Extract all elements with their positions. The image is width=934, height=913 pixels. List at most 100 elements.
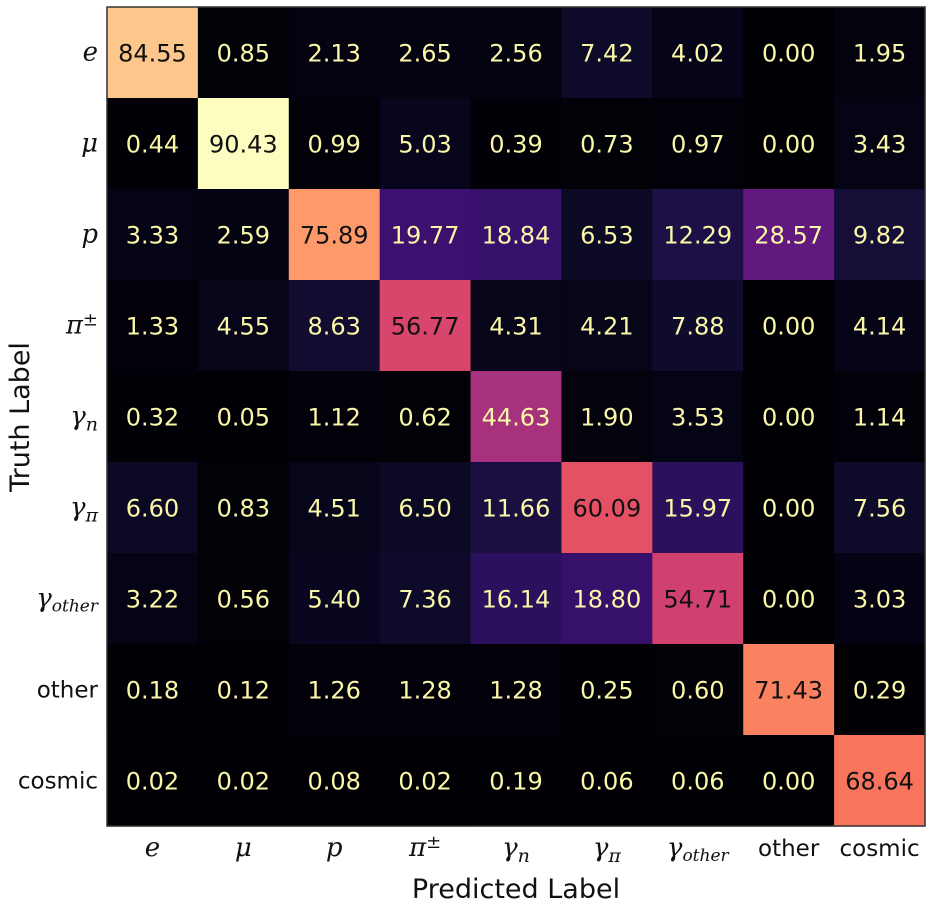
cell-value-r7-c8: 0.29 — [853, 677, 906, 705]
heatmap-cell-r4-c0 — [107, 371, 199, 463]
heatmap-cell-r5-c0 — [107, 462, 199, 554]
heatmap-cell-r0-c1 — [197, 7, 290, 99]
cell-value-r3-c1: 4.55 — [217, 313, 270, 341]
heatmap-cell-r6-c6 — [652, 553, 744, 645]
cell-value-r3-c5: 4.21 — [580, 313, 633, 341]
heatmap-cell-r1-c1 — [197, 98, 290, 190]
cell-value-r2-c6: 12.29 — [663, 222, 732, 250]
cell-value-r2-c8: 9.82 — [853, 222, 906, 250]
cell-value-r8-c4: 0.19 — [489, 768, 542, 796]
heatmap-cell-r8-c1 — [197, 735, 290, 827]
cell-value-r6-c1: 0.56 — [217, 586, 270, 614]
cell-value-r4-c5: 1.90 — [580, 404, 633, 432]
cell-value-r1-c2: 0.99 — [308, 131, 361, 159]
cell-value-r3-c2: 8.63 — [308, 313, 361, 341]
x-axis-tick-labels: e μ p π± γn γπ γother other cosmic — [145, 832, 920, 867]
heatmap-cell-r6-c1 — [197, 553, 290, 645]
heatmap-cell-r7-c0 — [107, 644, 199, 736]
cell-value-r4-c7: 0.00 — [762, 404, 815, 432]
cell-value-r3-c4: 4.31 — [489, 313, 542, 341]
cell-value-r1-c6: 0.97 — [671, 131, 724, 159]
heatmap-cell-r8-c0 — [107, 735, 199, 827]
cell-value-r2-c1: 2.59 — [217, 222, 270, 250]
heatmap-cell-r3-c8 — [834, 280, 926, 372]
cell-value-r4-c8: 1.14 — [853, 404, 906, 432]
cell-value-r5-c1: 0.83 — [217, 495, 270, 523]
y-tick-label-2: p — [81, 220, 98, 250]
heatmap-cell-r7-c2 — [288, 644, 381, 736]
heatmap-cell-r3-c5 — [561, 280, 653, 372]
cell-value-r8-c8: 68.64 — [845, 768, 914, 796]
heatmap-cell-r5-c5 — [561, 462, 653, 554]
heatmap-cell-r8-c4 — [470, 735, 563, 827]
heatmap-cell-r7-c6 — [652, 644, 744, 736]
heatmap-cell-r8-c6 — [652, 735, 744, 827]
cell-value-r8-c7: 0.00 — [762, 768, 815, 796]
cell-value-r3-c8: 4.14 — [853, 313, 906, 341]
heatmap-cell-r6-c0 — [107, 553, 199, 645]
heatmap-cell-r6-c8 — [834, 553, 926, 645]
heatmap-cell-r7-c5 — [561, 644, 653, 736]
heatmap-cell-r7-c4 — [470, 644, 563, 736]
cell-value-r7-c1: 0.12 — [217, 677, 270, 705]
cell-value-r4-c1: 0.05 — [217, 404, 270, 432]
heatmap-cell-r5-c3 — [379, 462, 472, 554]
cell-value-r8-c3: 0.02 — [398, 768, 451, 796]
heatmap-cell-r3-c7 — [743, 280, 835, 372]
cell-value-r0-c8: 1.95 — [853, 40, 906, 68]
cell-value-r7-c0: 0.18 — [126, 677, 179, 705]
y-axis-tick-labels: e μ p π± γn γπ γother other cosmic — [18, 38, 99, 795]
heatmap-cell-r0-c5 — [561, 7, 653, 99]
cell-value-r0-c7: 0.00 — [762, 40, 815, 68]
heatmap-cell-r6-c7 — [743, 553, 835, 645]
x-tick-label-5: γπ — [593, 833, 622, 867]
heatmap-cell-r4-c4 — [470, 371, 563, 463]
heatmap-cell-r6-c5 — [561, 553, 653, 645]
heatmap-cell-r5-c6 — [652, 462, 744, 554]
cell-value-r5-c6: 15.97 — [663, 495, 732, 523]
cell-value-r6-c0: 3.22 — [126, 586, 179, 614]
heatmap-cell-r5-c8 — [834, 462, 926, 554]
cell-value-r2-c5: 6.53 — [580, 222, 633, 250]
y-tick-label-3: π± — [65, 309, 98, 340]
heatmap-cell-r5-c7 — [743, 462, 835, 554]
heatmap-cell-r0-c4 — [470, 7, 563, 99]
cell-value-r7-c7: 71.43 — [754, 677, 823, 705]
cell-value-r2-c2: 75.89 — [300, 222, 369, 250]
cell-value-r0-c2: 2.13 — [308, 40, 361, 68]
y-tick-label-0: e — [83, 38, 98, 68]
cell-value-r5-c0: 6.60 — [126, 495, 179, 523]
cell-value-r6-c2: 5.40 — [308, 586, 361, 614]
heatmap-cell-r8-c8 — [834, 735, 926, 827]
heatmap-cell-r2-c4 — [470, 189, 563, 281]
heatmap-cells: 84.55 0.85 2.13 2.65 2.56 7.42 4.02 0.00 1.95 0.4… — [107, 7, 926, 827]
cell-value-r6-c7: 0.00 — [762, 586, 815, 614]
cell-value-r8-c0: 0.02 — [126, 768, 179, 796]
cell-value-r8-c1: 0.02 — [217, 768, 270, 796]
y-tick-label-8: cosmic — [18, 769, 98, 795]
heatmap-cell-r8-c2 — [288, 735, 381, 827]
heatmap-cell-r8-c7 — [743, 735, 835, 827]
heatmap-cell-r8-c3 — [379, 735, 472, 827]
heatmap-cell-r0-c7 — [743, 7, 835, 99]
heatmap-cell-r4-c6 — [652, 371, 744, 463]
y-tick-label-1: μ — [81, 129, 98, 159]
cell-value-r2-c0: 3.33 — [126, 222, 179, 250]
heatmap-cell-r2-c8 — [834, 189, 926, 281]
y-tick-label-7: other — [37, 678, 99, 704]
heatmap-cell-r7-c8 — [834, 644, 926, 736]
x-tick-label-3: π± — [408, 832, 441, 863]
heatmap-cell-r4-c5 — [561, 371, 653, 463]
x-tick-label-4: γn — [502, 833, 530, 867]
cell-value-r6-c6: 54.71 — [663, 586, 732, 614]
cell-value-r1-c8: 3.43 — [853, 131, 906, 159]
heatmap-cell-r0-c3 — [379, 7, 472, 99]
cell-value-r2-c7: 28.57 — [754, 222, 823, 250]
heatmap-cell-r2-c3 — [379, 189, 472, 281]
heatmap-cell-r4-c3 — [379, 371, 472, 463]
heatmap-cell-r1-c3 — [379, 98, 472, 190]
heatmap-cell-r1-c2 — [288, 98, 381, 190]
heatmap-cell-r5-c1 — [197, 462, 290, 554]
heatmap-cell-r2-c1 — [197, 189, 290, 281]
